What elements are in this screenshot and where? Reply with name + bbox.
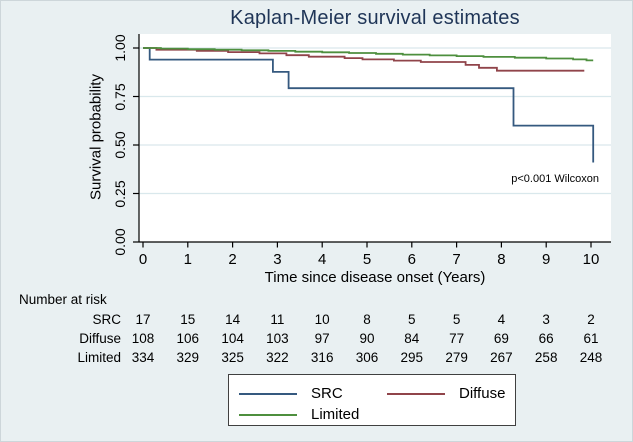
legend-line-limited	[239, 413, 297, 416]
curve-diffuse	[143, 47, 585, 72]
risk-count: 97	[314, 331, 330, 346]
p-value-annotation: p<0.001 Wilcoxon	[511, 173, 599, 185]
x-axis-label: Time since disease onset (Years)	[264, 269, 486, 286]
risk-count: 106	[176, 331, 200, 346]
legend-item-limited: Limited	[239, 406, 359, 423]
legend-line-src	[239, 392, 297, 395]
risk-count: 3	[542, 312, 550, 327]
risk-count: 5	[452, 312, 461, 327]
risk-count: 267	[490, 350, 513, 365]
curve-limited	[143, 47, 594, 62]
y-axis-label: Survival probability	[87, 74, 105, 200]
risk-count: 329	[176, 350, 200, 365]
risk-count: 69	[493, 331, 509, 346]
x-tick-label: 8	[497, 251, 506, 268]
risk-count: 77	[449, 331, 465, 346]
risk-count: 61	[583, 331, 599, 346]
chart-title: Kaplan-Meier survival estimates	[230, 7, 520, 29]
curve-src	[143, 47, 595, 163]
risk-count: 334	[131, 350, 155, 365]
risk-count: 295	[400, 350, 424, 365]
risk-count: 90	[359, 331, 375, 346]
risk-count: 104	[221, 331, 244, 346]
risk-count: 5	[408, 312, 416, 327]
risk-count: 11	[270, 312, 285, 327]
x-tick-label: 3	[273, 251, 282, 268]
legend-label: Limited	[311, 406, 360, 423]
x-tick-label: 7	[452, 251, 461, 268]
x-tick-label: 6	[407, 251, 416, 268]
risk-row-label: SRC	[92, 312, 121, 327]
x-tick-label: 10	[582, 251, 600, 268]
risk-count: 8	[363, 312, 371, 327]
x-tick-label: 4	[318, 251, 327, 268]
risk-count: 14	[225, 312, 241, 327]
risk-count: 10	[314, 312, 330, 327]
risk-count: 279	[445, 350, 468, 365]
risk-table-title: Number at risk	[19, 292, 107, 307]
risk-count: 4	[497, 312, 506, 327]
x-tick-label: 9	[542, 251, 551, 268]
x-tick-label: 2	[228, 251, 237, 268]
y-tick-label: 0.75	[112, 82, 128, 111]
y-tick-label: 0.25	[112, 179, 128, 208]
risk-count: 66	[538, 331, 554, 346]
risk-count: 84	[404, 331, 420, 346]
risk-count: 325	[221, 350, 244, 365]
x-tick-label: 1	[183, 251, 192, 268]
risk-row-label: Diffuse	[79, 331, 121, 346]
legend-box: SRC Diffuse Limited	[228, 374, 516, 426]
legend-label: Diffuse	[459, 385, 506, 402]
legend-item-src: SRC	[239, 385, 343, 402]
x-tick-label: 0	[138, 251, 148, 268]
y-tick-label: 1.00	[112, 34, 128, 62]
x-tick-label: 5	[362, 251, 372, 268]
legend-item-diffuse: Diffuse	[387, 385, 505, 402]
risk-count: 108	[131, 331, 155, 346]
risk-count: 322	[266, 350, 289, 365]
risk-count: 248	[579, 350, 603, 365]
risk-count: 306	[355, 350, 379, 365]
legend-label: SRC	[311, 385, 343, 402]
risk-count: 103	[266, 331, 289, 346]
risk-count: 17	[135, 312, 151, 327]
risk-count: 15	[180, 312, 196, 327]
risk-count: 2	[587, 312, 595, 327]
risk-count: 316	[310, 350, 334, 365]
risk-count: 258	[534, 350, 558, 365]
y-tick-label: 0.50	[112, 131, 128, 159]
legend-line-diffuse	[387, 392, 445, 395]
risk-row-label: Limited	[77, 350, 121, 365]
